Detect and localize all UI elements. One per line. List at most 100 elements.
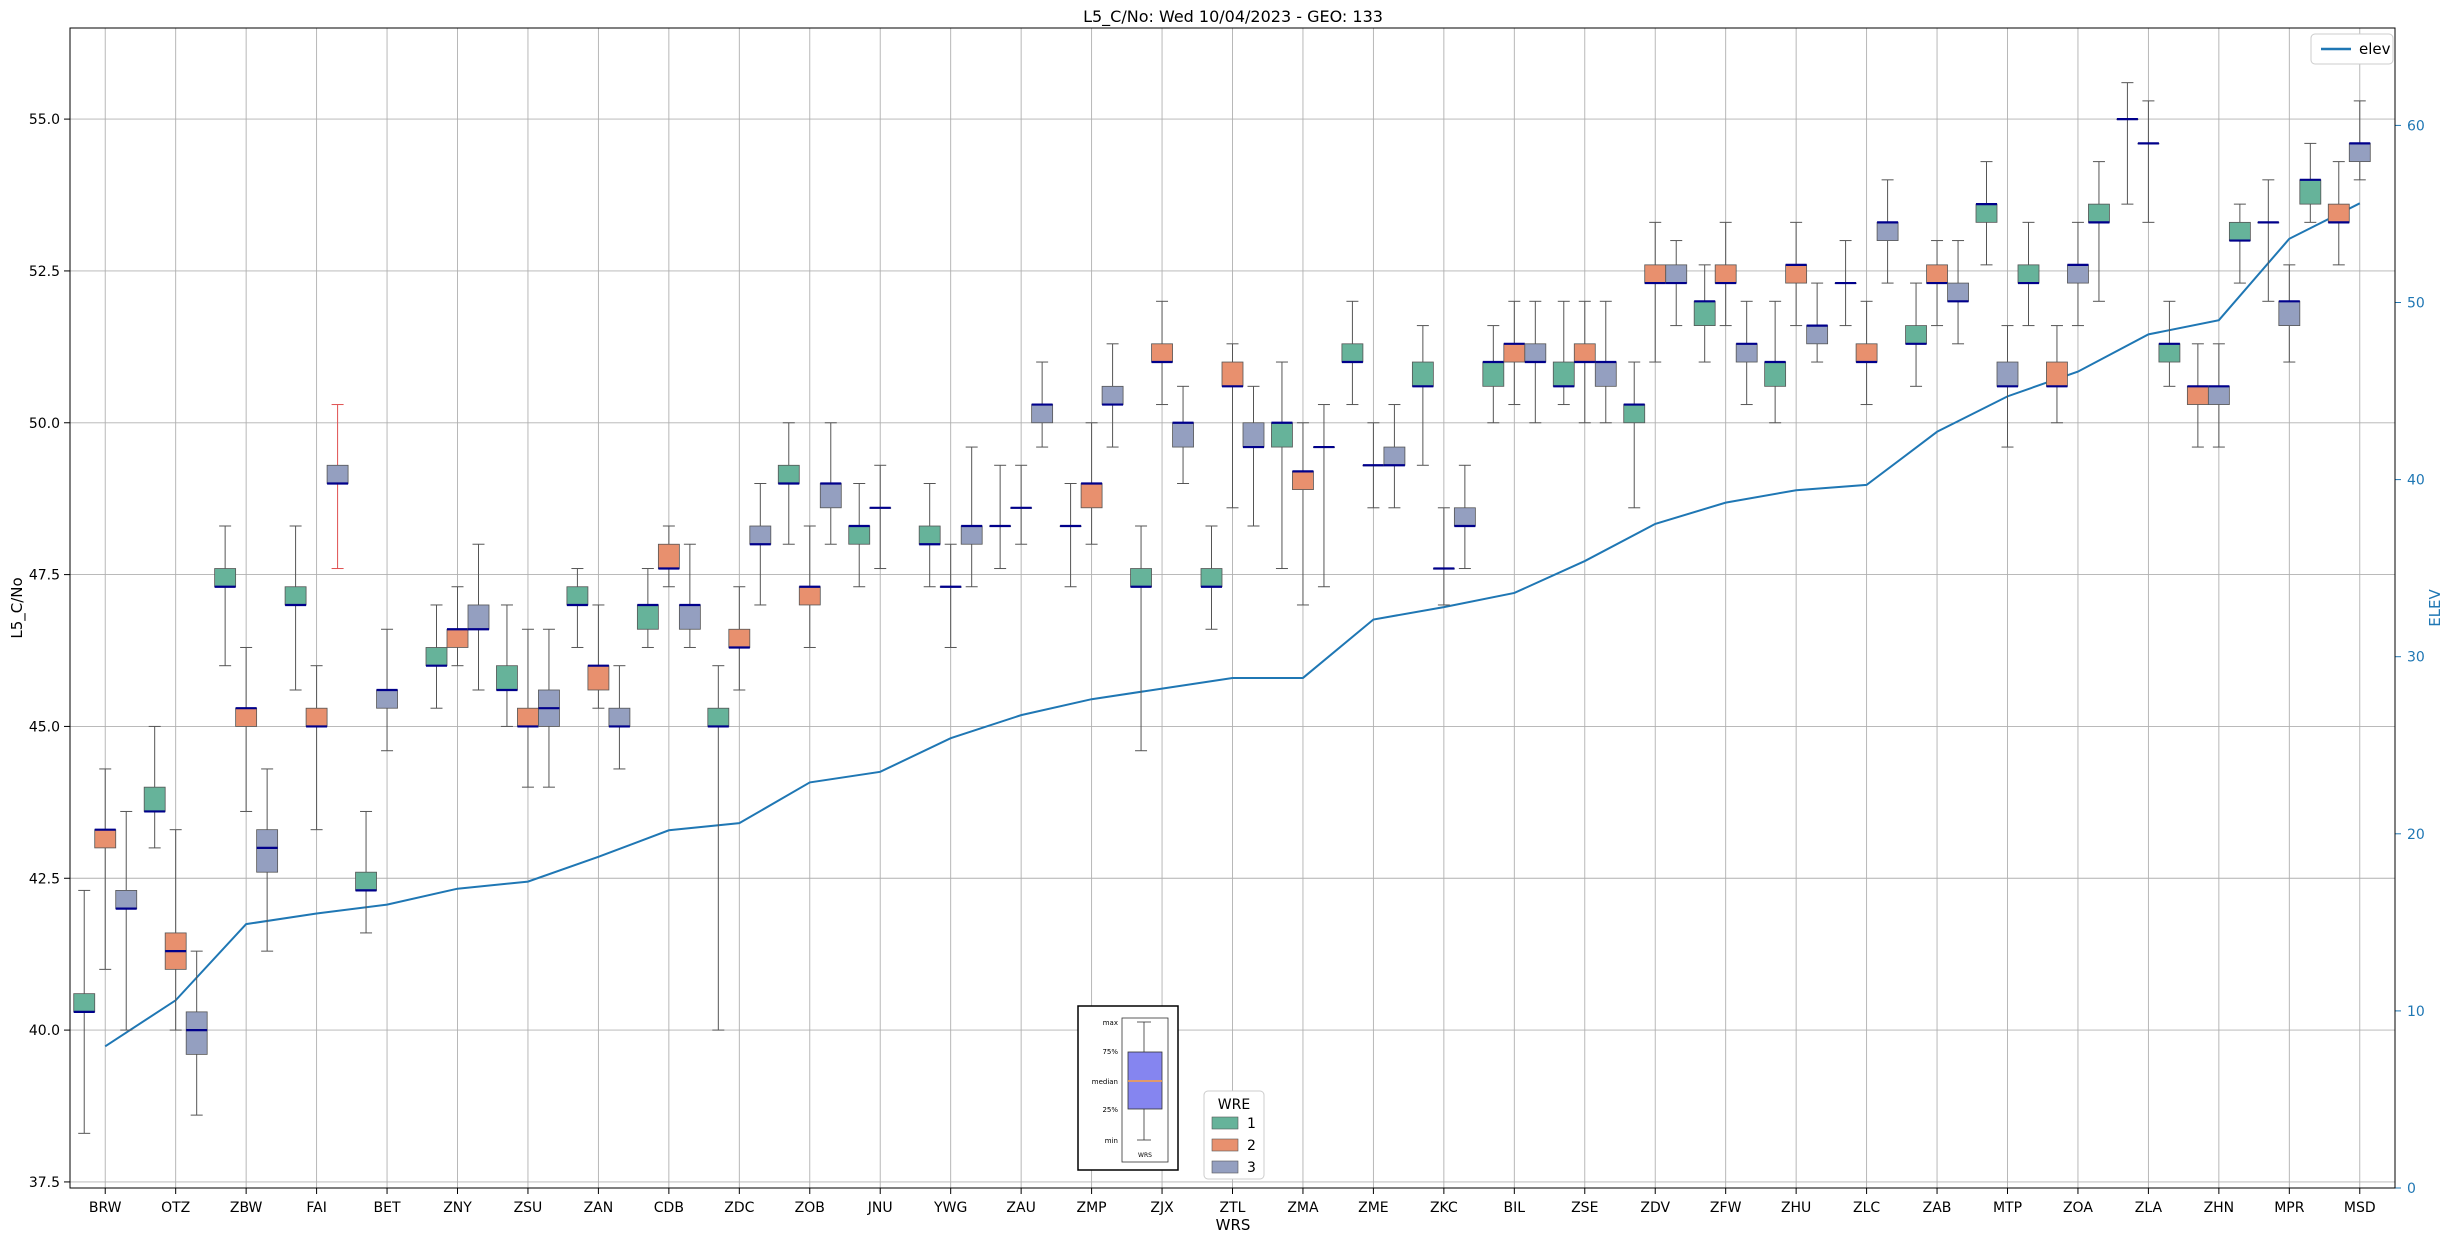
box-bet-wre3 [376, 628, 398, 752]
y-right-tick-label: 30 [2407, 650, 2425, 666]
axes: 37.5 40.0 42.5 45.0 47.5 50.0 52.5 55.0 0 10 20 30 4… [29, 27, 2425, 1216]
box-zfw-wre2 [1714, 221, 1737, 327]
box-fai-wre2 [305, 665, 328, 831]
box-iqr [2228, 221, 2251, 241]
box-iqr [2067, 264, 2089, 284]
box-ywg-wre1 [918, 482, 941, 588]
box-iqr [1151, 343, 1173, 363]
elev-legend-label: elev [2359, 40, 2391, 58]
y-tick-label: 42.5 [29, 871, 60, 887]
box-iqr [1292, 470, 1314, 490]
box-iqr [284, 586, 307, 606]
box-zau-wre2 [1010, 464, 1033, 545]
x-tick-label: ZHN [2204, 1200, 2235, 1216]
y-tick-label: 45.0 [29, 719, 60, 735]
box-iqr [1031, 404, 1054, 424]
box-zan-wre2 [587, 604, 610, 709]
wre-legend-title: WRE [1218, 1097, 1250, 1113]
box-mpr-wre2 [2257, 179, 2280, 302]
y-right-tick-label: 40 [2407, 473, 2425, 489]
x-tick-label: ZMP [1077, 1200, 1107, 1216]
x-tick-label: ZDC [724, 1200, 754, 1216]
box-zme-wre1 [1341, 300, 1364, 406]
box-zla-wre1 [2158, 300, 2181, 387]
y-tick-label: 55.0 [29, 112, 60, 128]
box-zkc-wre3 [1453, 464, 1476, 570]
box-iqr [1271, 422, 1293, 448]
box-iqr [1130, 568, 1152, 588]
box-zny-wre3 [467, 543, 490, 691]
box-ztl-wre3 [1242, 385, 1265, 527]
box-zbw-wre2 [235, 646, 258, 812]
box-msd-wre3 [2348, 100, 2371, 181]
box-mtp-wre1 [1975, 161, 1998, 266]
box-zny-wre2 [446, 586, 469, 667]
box-iqr [608, 707, 631, 727]
x-tick-label: MTP [1993, 1200, 2022, 1216]
box-fai-wre3 [326, 404, 349, 570]
box-iqr [1855, 343, 1878, 363]
y-right-tick-label: 20 [2407, 827, 2425, 843]
box-otz-wre3 [185, 950, 208, 1116]
x-tick-label: ZME [1358, 1200, 1389, 1216]
box-cdb-wre3 [678, 543, 701, 648]
box-zlc-wre2 [1855, 300, 1878, 406]
box-iqr [749, 525, 772, 545]
box-zkc-wre1 [1411, 325, 1434, 466]
box-zmp-wre2 [1080, 422, 1103, 545]
box-zsu-wre2 [517, 628, 539, 788]
x-tick-label: ZSE [1571, 1200, 1598, 1216]
x-tick-label: ZAB [1923, 1200, 1952, 1216]
box-iqr [1200, 568, 1223, 588]
box-anatomy-inset: max 75% median 25% min WRS [1077, 1005, 1179, 1171]
box-zlc-wre3 [1876, 179, 1899, 284]
box-zma-wre1 [1271, 361, 1293, 570]
box-iqr [446, 628, 469, 648]
box-iqr [587, 665, 610, 691]
box-zdc-wre1 [707, 665, 730, 1031]
box-iqr [2348, 142, 2371, 163]
box-iqr [1101, 385, 1124, 405]
box-iqr [728, 628, 751, 648]
box-iqr [2088, 203, 2110, 223]
box-zob-wre2 [798, 525, 821, 648]
box-zjx-wre1 [1130, 525, 1152, 752]
box-iqr [355, 871, 377, 891]
box-iqr [115, 890, 138, 910]
x-tick-label: MPR [2274, 1200, 2305, 1216]
box-zse-wre1 [1552, 300, 1575, 406]
box-iqr [1735, 343, 1758, 363]
box-iqr [1080, 483, 1103, 509]
y-right-tick-label: 50 [2407, 296, 2425, 312]
box-zoa-wre2 [2046, 325, 2068, 424]
box-iqr [1693, 300, 1716, 326]
box-iqr [235, 707, 258, 727]
box-iqr [73, 993, 96, 1013]
box-iqr [517, 707, 539, 727]
box-zab-wre1 [1905, 282, 1927, 387]
box-iqr [2327, 203, 2350, 223]
plot-frame [69, 27, 2396, 1189]
box-bil-wre3 [1524, 300, 1547, 424]
x-tick-label: ZAU [1006, 1200, 1035, 1216]
box-iqr [1172, 422, 1194, 448]
x-tick-label: JNU [867, 1200, 893, 1216]
inset-label-max: max [1103, 1019, 1118, 1027]
box-zdc-wre3 [749, 482, 772, 606]
box-zoa-wre1 [2088, 161, 2110, 302]
y-right-tick-label: 10 [2407, 1004, 2425, 1020]
box-iqr [1341, 343, 1364, 363]
box-iqr [657, 543, 680, 569]
box-zoa-wre3 [2067, 221, 2089, 327]
wre-1-label: 1 [1247, 1116, 1256, 1132]
box-iqr [376, 689, 398, 709]
box-iqr [1623, 404, 1646, 424]
inset-label-min: min [1105, 1137, 1118, 1145]
box-zau-wre3 [1031, 361, 1054, 448]
box-zma-wre2 [1292, 422, 1314, 606]
box-zhu-wre3 [1806, 282, 1829, 363]
x-tick-label: ZOA [2063, 1200, 2093, 1216]
y-axis-label: L5_C/No [8, 577, 27, 638]
box-iqr [798, 586, 821, 606]
box-iqr [1947, 282, 1969, 302]
